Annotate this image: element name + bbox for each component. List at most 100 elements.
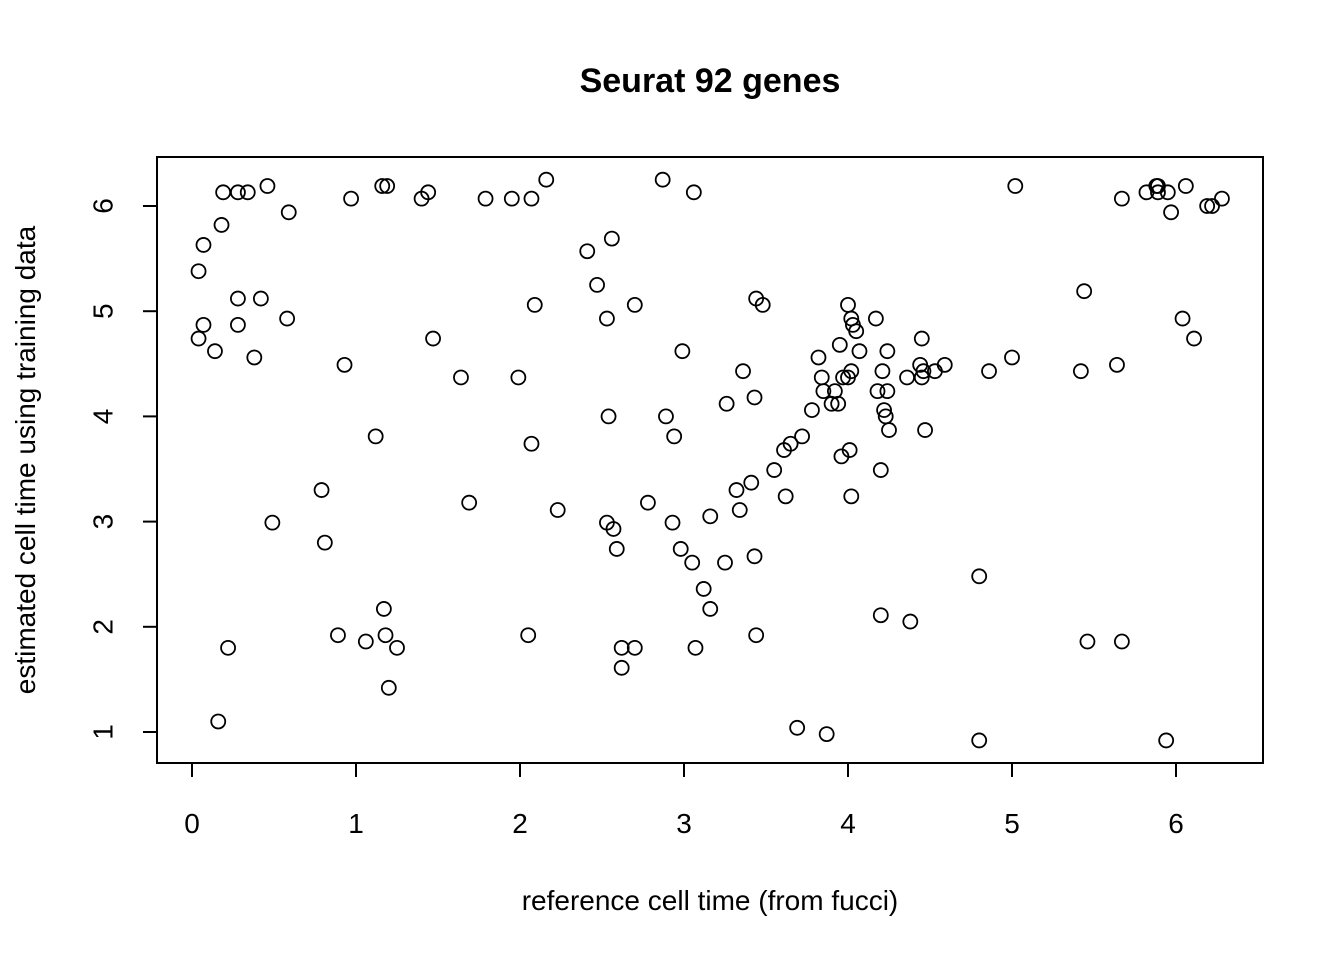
data-point [279, 310, 296, 327]
data-point [503, 190, 520, 207]
data-point [702, 508, 719, 525]
data-point [374, 178, 391, 194]
data-point [220, 639, 236, 656]
data-point [1076, 283, 1093, 300]
data-point [848, 323, 865, 340]
data-point [685, 184, 702, 201]
data-point [589, 276, 605, 293]
data-point [876, 402, 892, 418]
data-point [735, 363, 751, 380]
data-point [869, 383, 886, 400]
data-point [1113, 633, 1130, 650]
y-axis: 1 2 3 4 5 6 [87, 198, 158, 740]
data-point [971, 568, 988, 585]
data-point [874, 363, 891, 380]
data-point [195, 316, 212, 333]
data-point [230, 316, 246, 333]
data-point [748, 627, 765, 644]
data-point [658, 408, 674, 425]
data-point [599, 310, 615, 327]
data-point [841, 442, 858, 458]
data-point [230, 184, 246, 201]
data-point [538, 171, 555, 188]
data-point [330, 627, 346, 644]
data-point [1163, 204, 1179, 221]
data-point [1214, 190, 1230, 207]
data-point [936, 356, 953, 373]
data-point [1109, 356, 1125, 373]
data-point [239, 184, 256, 201]
x-axis: 0 1 2 3 4 5 6 [184, 762, 1184, 839]
data-point [389, 639, 405, 656]
x-tick-label: 6 [1168, 808, 1184, 839]
data-point [917, 422, 933, 438]
data-point [420, 184, 437, 201]
data-point [818, 726, 835, 743]
data-point [425, 330, 441, 347]
data-point [1177, 178, 1194, 194]
data-point [754, 296, 771, 313]
data-point [336, 356, 353, 373]
data-point [520, 627, 537, 644]
data-point [1079, 633, 1096, 650]
data-point [1007, 178, 1024, 194]
data-point [664, 514, 681, 531]
data-point [195, 237, 212, 253]
data-point [695, 581, 712, 597]
y-tick-label: 2 [87, 619, 118, 635]
data-point [843, 363, 860, 380]
data-point [1174, 310, 1191, 327]
data-point [375, 601, 392, 617]
data-point [605, 521, 622, 537]
data-point [213, 217, 230, 233]
data-point [523, 435, 540, 452]
data-point [190, 263, 207, 280]
data-point [867, 310, 884, 327]
x-tick-label: 4 [840, 808, 856, 839]
data-point [654, 171, 671, 188]
data-point [215, 184, 232, 201]
data-point [843, 488, 860, 505]
data-point [1150, 184, 1166, 201]
data-point [377, 627, 394, 644]
data-point [831, 336, 848, 353]
data-point [1158, 732, 1175, 749]
data-point [902, 613, 919, 630]
data-point [913, 369, 930, 386]
data-point [766, 462, 783, 478]
data-point [981, 363, 997, 380]
data-point [613, 639, 630, 656]
data-point [899, 369, 915, 386]
x-tick-label: 1 [348, 808, 364, 839]
data-point [815, 383, 832, 400]
data-point [718, 395, 735, 412]
data-point [913, 330, 930, 347]
y-tick-label: 5 [87, 303, 118, 319]
data-point [684, 554, 701, 571]
data-point [380, 679, 397, 696]
data-point [672, 541, 689, 557]
data-point [259, 178, 276, 194]
data-point [626, 296, 643, 313]
data-point [746, 389, 763, 406]
data-point [461, 494, 478, 511]
data-point [971, 732, 988, 749]
data-point [600, 408, 617, 425]
data-point [881, 422, 897, 438]
data-point [313, 482, 330, 498]
data-point [674, 343, 691, 360]
data-point [579, 243, 596, 260]
data-point [640, 494, 656, 511]
data-point [207, 343, 223, 360]
data-point [794, 428, 810, 445]
data-point [367, 428, 384, 445]
plot-frame [156, 156, 1264, 764]
data-point [1159, 184, 1176, 201]
data-point [879, 383, 896, 400]
data-point [603, 230, 620, 247]
x-tick-label: 0 [184, 808, 200, 839]
y-tick-label: 4 [87, 409, 118, 425]
data-point [813, 369, 830, 386]
data-point [477, 190, 494, 207]
x-tick-label: 5 [1004, 808, 1020, 839]
